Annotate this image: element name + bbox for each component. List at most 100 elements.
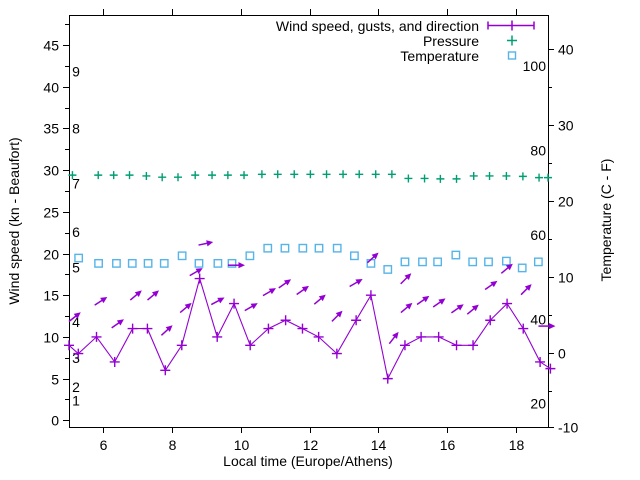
y-left-tick-label: 15 [43, 288, 59, 304]
temperature-point [418, 257, 427, 267]
pressure-point [306, 170, 315, 179]
temperature-point [383, 265, 393, 274]
pressure-point [502, 171, 511, 180]
x-tick-label: 18 [509, 437, 525, 453]
wind-speed-point [485, 315, 496, 326]
temperature-point [484, 257, 493, 267]
beaufort-label: 3 [72, 350, 80, 366]
beaufort-label: 5 [72, 260, 80, 276]
wind-speed-point [194, 273, 205, 284]
pressure-point [535, 173, 544, 182]
temperature-point [227, 258, 237, 268]
wind-speed-point [468, 340, 479, 351]
legend-entry-temperature: Temperature [0, 48, 536, 63]
wind-direction-arrow-head [405, 302, 413, 310]
x-tick-label: 10 [234, 437, 250, 453]
legend-label-temperature: Temperature [400, 47, 479, 64]
temperature-point [112, 258, 121, 268]
temperature-series-sample-icon [507, 51, 517, 60]
wind-direction-arrow-head [471, 304, 479, 312]
x-tick-label: 8 [169, 437, 177, 453]
x-tick-label: 14 [371, 437, 387, 453]
wind-direction-arrow-head [438, 298, 446, 305]
temperature-point [159, 258, 169, 268]
beaufort-label: 9 [72, 64, 80, 80]
pressure-point [371, 170, 380, 179]
pressure-point [125, 171, 134, 180]
wind-speed-point [127, 323, 138, 334]
wind-speed-point [433, 331, 444, 342]
x-axis-label: Local time (Europe/Athens) [223, 453, 393, 469]
wind-direction-arrow-head [238, 262, 245, 269]
pressure-point [94, 171, 103, 180]
wind-direction-arrow-head [134, 290, 142, 297]
y-left-tick-label: 25 [43, 205, 59, 221]
temperature-point [332, 243, 342, 253]
temperature-point [366, 258, 376, 268]
wind-direction-arrow-head [73, 312, 81, 319]
beaufort-label: 1 [72, 392, 80, 408]
wind-direction-arrow-head [490, 280, 498, 288]
wind-direction-arrow-head [524, 284, 532, 291]
wind-speed-point [142, 323, 153, 334]
y-left-tick-label: 0 [51, 413, 59, 429]
wind-direction-arrow-head [152, 290, 159, 297]
pressure-point [109, 171, 118, 180]
temperature-point [194, 258, 204, 268]
temperature-point [517, 263, 527, 273]
plot-border [69, 15, 549, 428]
wind-speed-point [313, 331, 324, 342]
pressure-point [174, 173, 183, 182]
temperature-point [213, 258, 223, 268]
pressure-point [452, 174, 461, 183]
y-left-tick-label: 10 [43, 330, 59, 346]
wind-direction-arrow-head [392, 331, 399, 339]
wind-series-sample-icon [487, 20, 535, 31]
y-right-tick-label: 30 [558, 118, 574, 134]
wind-speed-point [416, 331, 427, 342]
wind-direction-arrow-head [268, 288, 276, 295]
wind-speed-point [176, 340, 187, 351]
wind-direction-arrow-head [217, 297, 225, 304]
wind-direction-arrow-head [165, 325, 173, 332]
y-right-tick-label: 0 [558, 346, 566, 362]
beaufort-label: 2 [72, 379, 80, 395]
pressure-series-sample-icon [507, 35, 517, 46]
wind-speed-point [535, 356, 546, 367]
wind-speed-point [518, 323, 529, 334]
fahrenheit-label: 20 [530, 396, 546, 412]
wind-speed-point [64, 340, 74, 351]
temperature-point [400, 257, 410, 267]
pressure-point [420, 174, 429, 183]
wind-speed-point [245, 340, 256, 351]
pressure-point [436, 174, 445, 183]
beaufort-label: 7 [72, 175, 80, 191]
pressure-point [404, 174, 413, 183]
y-right-tick-label: 20 [558, 194, 574, 210]
wind-direction-arrow-head [371, 252, 379, 260]
legend-entry-pressure: Pressure [0, 33, 536, 48]
pressure-point [273, 170, 282, 179]
wind-speed-point [229, 298, 240, 309]
pressure-point [290, 170, 299, 179]
temperature-point [263, 243, 273, 253]
temperature-point [74, 253, 84, 263]
temperature-point [533, 257, 543, 267]
y-right-tick-label: 10 [558, 270, 574, 286]
wind-direction-arrow-head [422, 295, 430, 303]
temperature-point [127, 258, 137, 268]
pressure-point [355, 170, 364, 179]
temperature-point [501, 256, 511, 266]
wind-speed-point [212, 331, 223, 342]
beaufort-label: 6 [72, 224, 80, 240]
beaufort-label: 4 [72, 314, 80, 330]
wind-direction-arrow-head [301, 285, 309, 293]
wind-speed-point [382, 373, 393, 384]
wind-direction-arrow-head [318, 294, 326, 302]
wind-direction-arrow-head [404, 273, 412, 281]
fahrenheit-label: 40 [530, 311, 546, 327]
wind-direction-arrow-head [195, 268, 203, 275]
x-tick-label: 12 [303, 437, 319, 453]
fahrenheit-label: 60 [530, 227, 546, 243]
